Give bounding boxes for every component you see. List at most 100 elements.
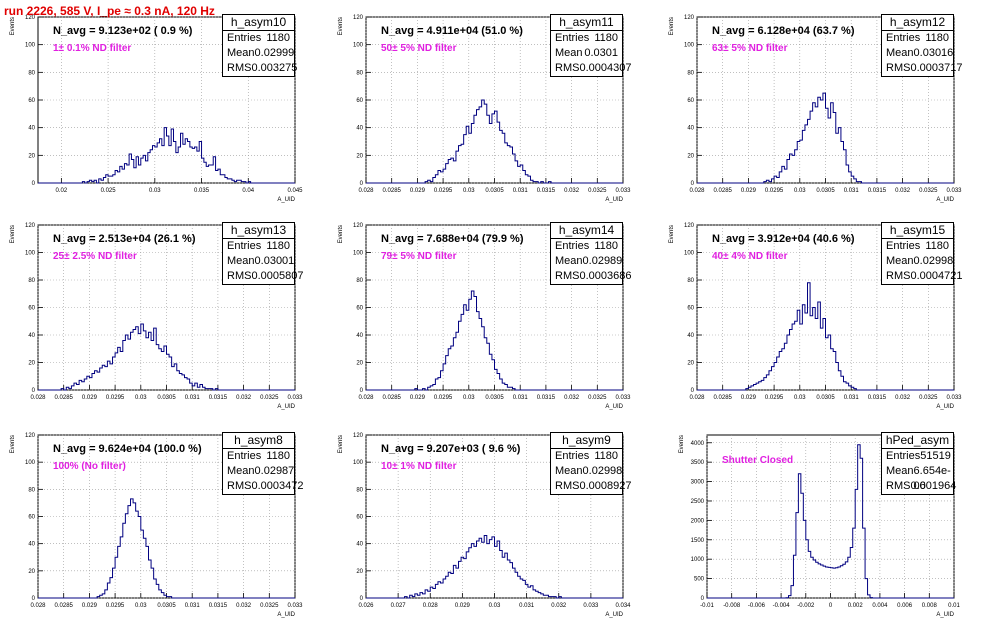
stat-value: 1180 [594,450,618,462]
x-tick-label: 0.031 [844,188,860,194]
x-tick-label: 0.028 [689,188,705,194]
stat-row-mean: Mean 0.02989 [551,254,622,269]
x-tick-label: 0.0285 [383,395,402,401]
stat-box: h_asym12 Entries 1180 Mean 0.03016 RMS 0.00037… [881,14,962,77]
stat-label: RMS [886,270,911,282]
stat-value: 1180 [266,32,290,44]
x-tick-label: 0.028 [423,603,439,609]
x-tick-label: 0.0305 [485,395,504,401]
stat-row-rms: RMS 0.0003717 [882,61,962,76]
y-tick-label: 100 [353,43,364,49]
x-tick-label: 0.032 [236,603,252,609]
histogram-name: h_asym10 [223,15,294,31]
y-axis-label: Events [338,17,344,35]
x-tick-label: 0.03 [135,395,147,401]
y-tick-label: 80 [687,278,694,284]
stat-label: RMS [555,62,580,74]
x-tick-label: 0.032 [551,603,567,609]
stat-box: hPed_asym Entries 51519 Mean 6.654e-06 RMS 0.0… [881,432,957,495]
x-axis-label: A_UID [936,404,954,410]
x-tick-label: 0.029 [455,603,471,609]
x-tick-label: 0.0325 [919,188,938,194]
x-tick-label: 0.04 [242,188,254,194]
stat-value: 1180 [925,240,949,252]
stat-label: Entries [886,32,921,44]
y-tick-label: 80 [28,487,35,493]
x-tick-label: 0.0325 [260,395,279,401]
filter-label: 25± 2.5% ND filter [53,251,137,262]
stat-value: 0.0301 [584,47,618,59]
filter-label: 40± 4% ND filter [712,251,788,262]
n-avg-label: N_avg = 6.128e+04 (63.7 %) [712,25,855,37]
y-axis-label: Events [10,17,16,35]
stat-row-entries: Entries 1180 [882,31,953,46]
x-axis-label: A_UID [936,197,954,203]
x-tick-label: 0.0325 [260,603,279,609]
x-tick-label: 0.0315 [868,188,887,194]
stat-value: 1180 [925,32,949,44]
stat-row-entries: Entries 1180 [223,239,294,254]
x-tick-label: 0.0295 [434,188,453,194]
stat-label: Mean [555,255,583,267]
y-tick-label: 100 [353,251,364,257]
x-tick-label: 0.032 [895,188,911,194]
x-tick-label: 0.032 [564,188,580,194]
stat-row-mean: Mean 0.02998 [551,464,622,479]
y-tick-label: 100 [684,251,695,257]
x-tick-label: 0.032 [895,395,911,401]
stat-label: Mean [227,47,255,59]
x-tick-label: 0.028 [30,395,46,401]
y-tick-label: 1500 [691,538,705,544]
histogram-series [38,498,295,599]
filter-label: 1± 0.1% ND filter [53,43,132,54]
x-tick-label: 0.029 [410,188,426,194]
x-tick-label: 0.03 [489,603,501,609]
x-tick-label: 0.028 [358,188,374,194]
x-tick-label: 0.029 [410,395,426,401]
x-tick-label: 0.0325 [588,188,607,194]
stat-row-rms: RMS 0.0004721 [882,269,962,284]
x-tick-label: 0.031 [185,395,201,401]
stat-value: 0.0004721 [910,270,963,282]
stat-row-rms: RMS 0.0003472 [223,479,303,494]
stat-value: 0.001964 [910,480,957,492]
stat-box: h_asym15 Entries 1180 Mean 0.02998 RMS 0.00047… [881,222,962,285]
x-tick-label: 0.025 [101,188,117,194]
x-tick-label: 0.028 [30,603,46,609]
x-tick-label: 0.0305 [816,395,835,401]
stat-label: RMS [227,270,252,282]
x-tick-label: 0.0315 [537,395,556,401]
y-tick-label: 120 [684,15,695,21]
stat-row-mean: Mean 0.02998 [882,254,953,269]
x-tick-label: 0.0315 [868,395,887,401]
stat-row-mean: Mean 0.03001 [223,254,294,269]
stat-value: 1180 [594,32,618,44]
y-tick-label: 60 [356,98,363,104]
y-tick-label: 40 [28,333,35,339]
n-avg-label: N_avg = 4.911e+04 (51.0 %) [381,25,523,37]
stat-value: 1180 [266,450,290,462]
x-tick-label: 0.033 [946,395,962,401]
x-tick-label: 0.03 [794,188,806,194]
x-tick-label: 0.0305 [157,603,176,609]
y-tick-label: 60 [28,306,35,312]
x-tick-label: 0.031 [513,395,529,401]
stat-row-rms: RMS 0.0005807 [223,269,303,284]
x-axis-label: A_UID [605,404,623,410]
y-tick-label: 120 [25,433,36,439]
y-tick-label: 100 [25,43,36,49]
x-tick-label: 0.032 [236,395,252,401]
stat-label: Mean [886,465,914,477]
stat-box: h_asym14 Entries 1180 Mean 0.02989 RMS 0.00036… [550,222,631,285]
histogram-name: h_asym12 [882,15,953,31]
filter-label: 10± 1% ND filter [381,461,457,472]
stat-box: h_asym9 Entries 1180 Mean 0.02998 RMS 0.000892… [550,432,631,495]
stat-label: RMS [227,480,252,492]
x-tick-label: 0.0285 [383,188,402,194]
y-tick-label: 40 [356,126,363,132]
x-tick-label: 0.0305 [816,188,835,194]
stat-row-rms: RMS 0.0003686 [551,269,631,284]
y-tick-label: 40 [356,542,363,548]
stat-label: Mean [886,255,914,267]
stat-value: 0.0003472 [251,480,304,492]
